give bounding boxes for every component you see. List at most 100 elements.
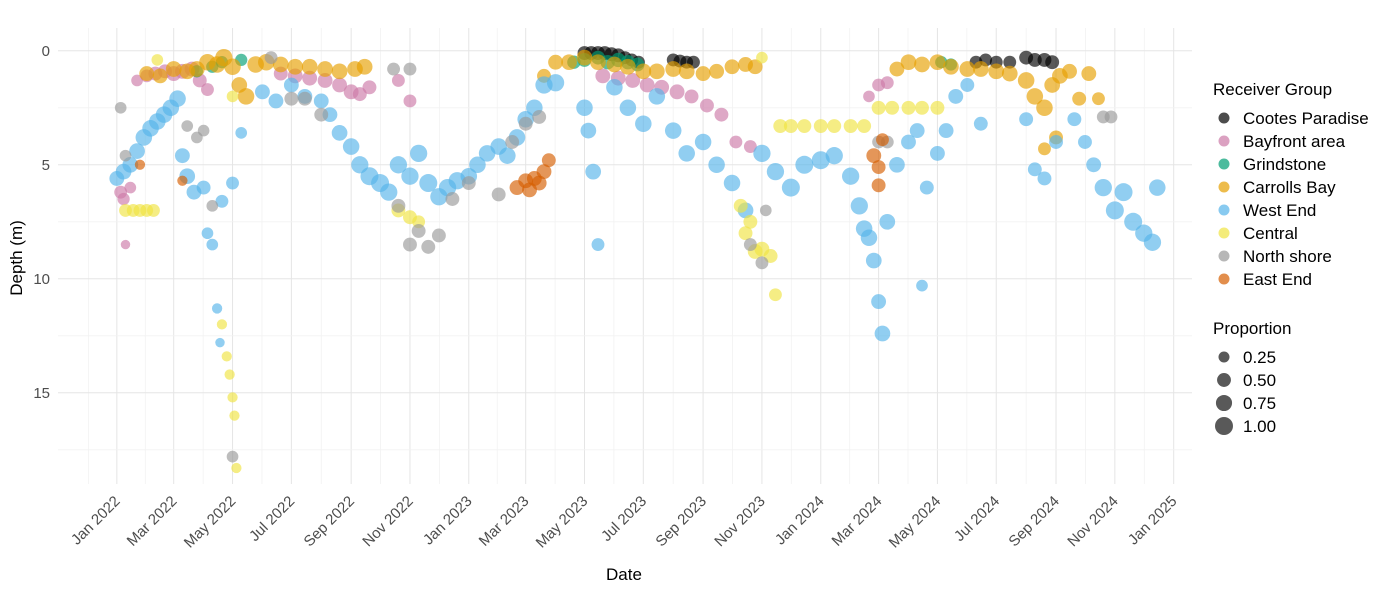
data-point (930, 145, 945, 161)
x-tick-label: Jan 2024 (772, 493, 828, 549)
x-tick-label: May 2023 (533, 493, 592, 552)
data-point (590, 54, 606, 71)
y-axis-title: Depth (m) (7, 220, 26, 296)
data-point (879, 213, 896, 230)
data-point (1001, 65, 1018, 82)
data-point (201, 83, 214, 96)
data-point (576, 99, 593, 117)
legend-key (1218, 204, 1230, 216)
data-point (773, 119, 788, 133)
data-point (342, 138, 360, 155)
data-point (548, 54, 563, 70)
data-point (297, 91, 312, 106)
legend-key (1218, 273, 1230, 285)
data-point (331, 63, 348, 80)
data-point (181, 120, 194, 132)
data-point (302, 70, 318, 86)
data-point (1036, 99, 1053, 117)
data-point (795, 155, 814, 174)
data-point (930, 100, 945, 115)
x-axis-ticks: Jan 2022 Mar 2022 May 2022 Jul 2022 Sep 2022… (68, 493, 1181, 552)
data-point (174, 148, 190, 164)
data-point (317, 73, 333, 88)
data-point (960, 78, 975, 92)
color-legend-items: Cootes Paradise Bayfront area Grindstone Ca… (1218, 109, 1369, 289)
legend-label: Grindstone (1243, 155, 1326, 174)
legend-label: Bayfront area (1243, 132, 1346, 151)
data-point (635, 115, 652, 133)
size-legend-items: 0.25 0.50 0.75 1.00 (1215, 348, 1276, 436)
x-axis-title: Date (606, 565, 642, 584)
series-west-end (109, 74, 1166, 348)
data-point (753, 144, 771, 163)
x-tick-label: May 2022 (181, 493, 240, 552)
data-point (445, 192, 460, 206)
data-point (1019, 112, 1034, 127)
legend: Receiver Group Cootes Paradise Bayfront a… (1213, 80, 1369, 436)
data-point (865, 252, 882, 269)
data-point (900, 54, 917, 71)
data-point (313, 93, 329, 109)
data-point (197, 124, 210, 137)
data-point (147, 203, 160, 217)
data-point (811, 151, 830, 170)
x-tick-label: Mar 2022 (124, 493, 181, 550)
x-tick-label: Nov 2023 (711, 493, 768, 550)
data-point (226, 450, 239, 463)
data-point (759, 204, 772, 217)
data-point (169, 90, 186, 107)
size-legend-label: 0.75 (1243, 394, 1276, 413)
data-point (206, 238, 219, 251)
data-point (255, 84, 270, 100)
data-point (536, 164, 552, 180)
data-point (909, 123, 925, 139)
data-point (1105, 201, 1124, 220)
data-point (206, 200, 219, 212)
data-point (669, 84, 685, 100)
legend-label: North shore (1243, 247, 1332, 266)
data-point (215, 337, 225, 348)
data-point (842, 167, 860, 185)
data-point (410, 144, 428, 163)
data-point (700, 98, 714, 113)
data-point (755, 256, 769, 270)
data-point (1072, 91, 1087, 106)
data-point (1124, 212, 1143, 231)
size-legend-key (1217, 373, 1231, 387)
size-legend-key (1215, 394, 1233, 412)
data-point (264, 51, 278, 65)
color-legend-title: Receiver Group (1213, 80, 1332, 99)
data-point (1143, 233, 1162, 251)
data-point (959, 61, 976, 77)
data-point (827, 119, 842, 133)
series-carrolls-bay (139, 48, 1105, 156)
data-point (1092, 92, 1105, 106)
data-point (783, 119, 798, 133)
x-tick-label: Sep 2022 (301, 493, 358, 550)
data-point (929, 54, 946, 71)
data-point (491, 187, 506, 202)
data-point (391, 198, 406, 213)
x-tick-label: Mar 2023 (476, 493, 533, 550)
data-point (709, 63, 725, 79)
data-point (1078, 135, 1092, 149)
data-point (546, 74, 565, 92)
data-point (850, 197, 868, 215)
data-point (1086, 157, 1102, 173)
series-north-shore (114, 51, 1118, 463)
x-tick-label: Jul 2024 (951, 493, 1003, 545)
data-point (152, 68, 168, 84)
size-legend-key (1215, 417, 1233, 435)
data-point (129, 143, 145, 159)
data-point (738, 226, 753, 241)
data-point (797, 119, 812, 133)
x-tick-label: May 2024 (886, 493, 945, 552)
data-point (1017, 72, 1035, 89)
data-point (678, 145, 695, 162)
data-point (1037, 171, 1052, 186)
data-point (885, 100, 900, 115)
data-point (284, 91, 299, 106)
data-point (694, 133, 712, 151)
data-point (235, 127, 248, 139)
data-point (431, 228, 446, 243)
